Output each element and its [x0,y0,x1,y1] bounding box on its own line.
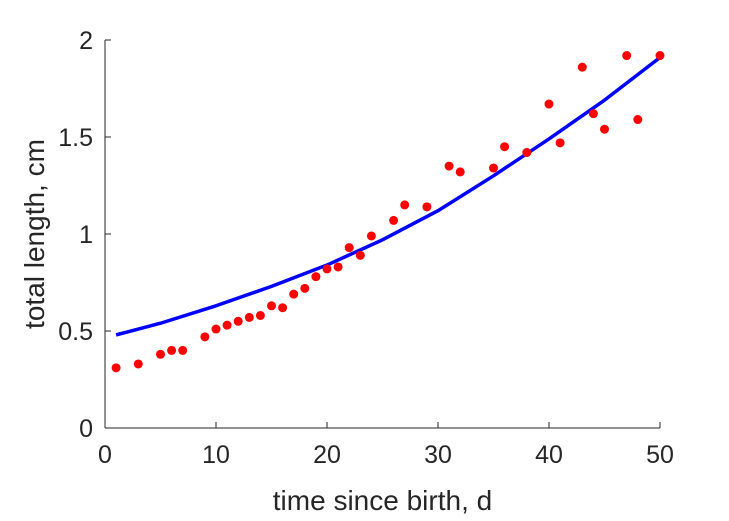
data-point [167,345,177,355]
x-tick-label: 20 [313,441,341,469]
data-point [156,349,165,359]
data-point [422,202,432,212]
ticks: 0 10 20 30 40 50 0 0.5 1 1.5 2 [58,27,674,469]
y-tick-label: 1.5 [58,124,93,152]
data-point [289,289,299,299]
data-point [577,62,587,72]
x-tick-label: 10 [202,441,230,469]
axes [104,40,660,429]
y-tick-label: 2 [79,27,93,55]
data-point [111,363,121,373]
data-point [344,243,354,253]
x-tick-label: 30 [424,441,452,469]
x-tick-label: 0 [98,441,112,469]
data-point [588,109,598,119]
data-point [255,310,265,320]
data-point [200,332,210,342]
y-tick-label: 1 [79,221,93,249]
data-point [300,283,310,293]
data-point [622,51,632,61]
data-point [544,99,554,109]
data-point [355,250,365,260]
y-tick-label: 0.5 [58,318,93,346]
data-point [444,161,454,171]
fit-curve [115,56,662,337]
data-point [178,345,188,355]
data-point [133,359,143,369]
data-point [489,163,498,173]
data-point [500,142,510,152]
data-point [322,264,332,274]
data-points-group [111,51,665,373]
data-point [233,316,243,326]
data-point [555,138,565,148]
data-point [389,215,399,225]
x-axis-label: time since birth, d [273,485,492,516]
data-point [522,148,532,158]
data-point [244,312,254,322]
data-point [400,200,410,210]
data-point [366,231,376,241]
x-tick-label: 50 [646,441,674,469]
y-tick-label: 0 [79,415,93,443]
data-point [600,124,609,134]
data-point [633,115,643,125]
data-point [333,262,343,272]
data-point [222,320,232,330]
y-axis-label: total length, cm [19,139,50,329]
data-point [655,51,665,61]
fit-curve-group [115,56,662,337]
data-point [278,303,288,313]
data-point [311,272,321,282]
data-point [267,301,276,311]
x-tick-label: 40 [535,441,563,469]
data-point [455,167,465,177]
data-point [211,324,221,334]
